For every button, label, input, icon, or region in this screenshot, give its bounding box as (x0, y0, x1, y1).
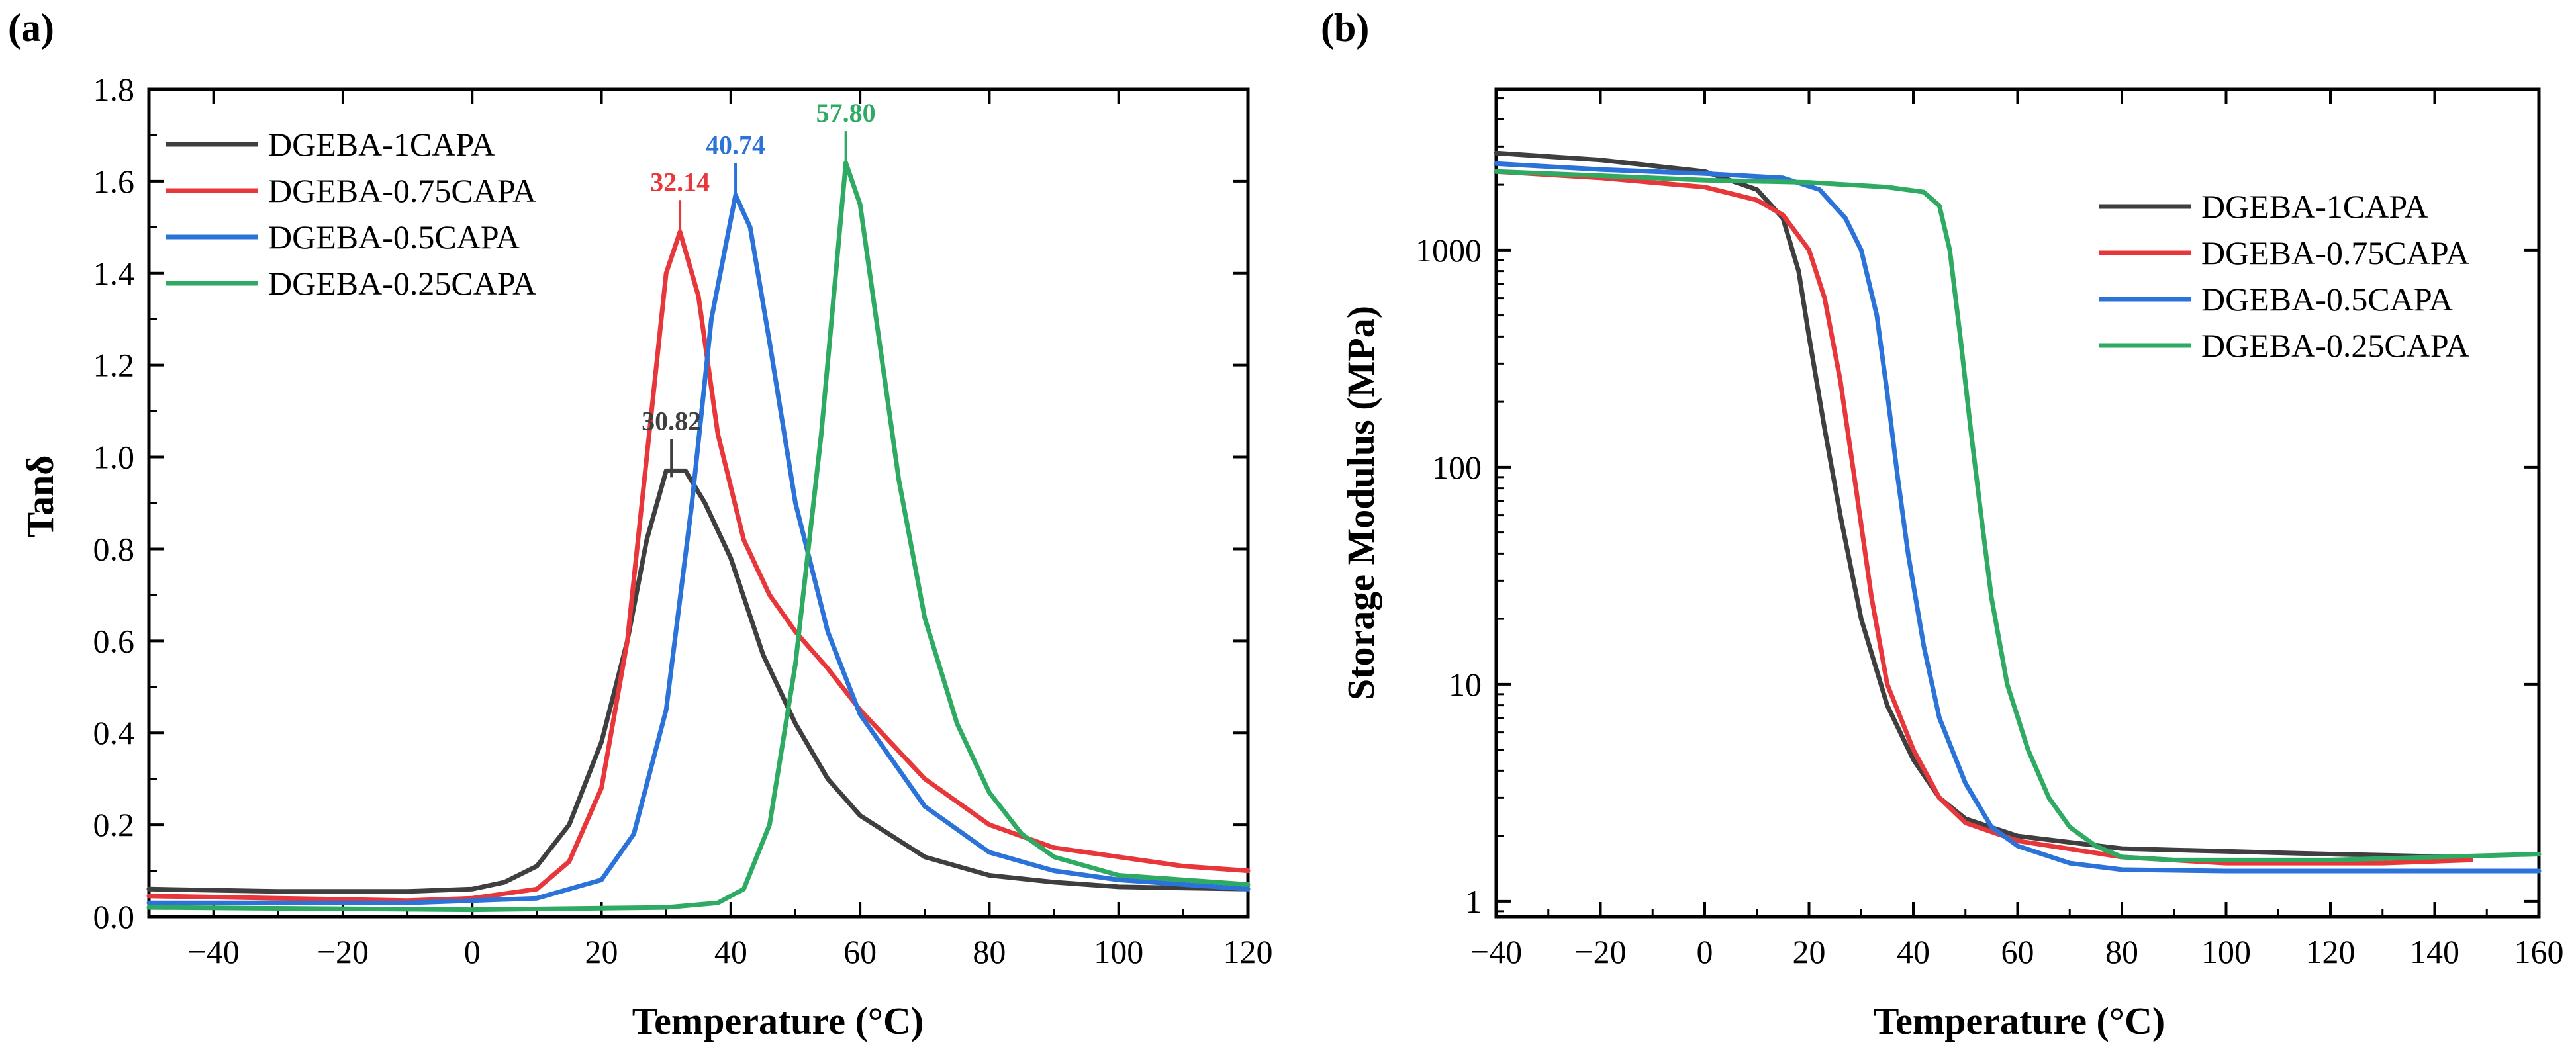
y-tick-label: 0.8 (93, 530, 135, 567)
x-tick-label: 20 (1793, 933, 1826, 970)
legend-label: DGEBA-0.75CAPA (2201, 234, 2469, 271)
y-tick-label: 1.6 (93, 163, 135, 200)
series-line-dgeba-1capa (146, 468, 1251, 894)
peak-label: 32.14 (650, 167, 710, 197)
x-tick-label: 80 (973, 933, 1006, 970)
series-line-dgeba-0.75capa (146, 229, 1251, 903)
panel-b-label: (b) (1321, 6, 1369, 50)
x-tick-label: 100 (1094, 933, 1143, 970)
x-tick-label: 160 (2514, 933, 2564, 970)
panel-a-plot-frame (147, 87, 1250, 919)
x-tick-label: 120 (1223, 933, 1273, 970)
peak-label: 40.74 (706, 130, 765, 160)
y-tick-label: 1.4 (93, 255, 135, 292)
y-tick-label: 0.6 (93, 622, 135, 659)
legend-label: DGEBA-1CAPA (268, 126, 495, 163)
x-tick-label: −40 (188, 933, 240, 970)
y-tick-label: 10 (1449, 666, 1482, 703)
x-tick-label: 60 (843, 933, 877, 970)
x-tick-label: 140 (2410, 933, 2459, 970)
series-line-dgeba-1capa (1494, 150, 2463, 860)
panel-a-y-axis-title: Tanδ (19, 455, 62, 538)
panel-a-peak-markers: 30.82 32.14 40.74 57.80 (642, 98, 876, 478)
panel-a-tan-delta-chart: (a) Temperature (°C) Tanδ −40 −20 0 20 40 60 8… (8, 6, 1273, 1042)
legend-label: DGEBA-0.25CAPA (2201, 327, 2469, 364)
panel-a-label: (a) (8, 6, 54, 50)
legend-label: DGEBA-0.5CAPA (268, 218, 520, 255)
legend-label: DGEBA-0.75CAPA (268, 172, 536, 209)
x-tick-label: 60 (2001, 933, 2034, 970)
y-tick-label: 0.2 (93, 806, 135, 843)
panel-a-x-axis-title: Temperature (°C) (632, 999, 924, 1042)
peak-label: 30.82 (642, 406, 701, 436)
panel-a-axes: −40 −20 0 20 40 60 80 100 120 0.0 0.2 0.4 0.6 0.8 1.0 1… (93, 71, 1273, 970)
y-tick-label: 0.4 (93, 714, 135, 751)
panel-b-x-axis-title: Temperature (°C) (1874, 999, 2165, 1042)
panel-b-legend: DGEBA-1CAPA DGEBA-0.75CAPA DGEBA-0.5CAPA DG… (2099, 188, 2469, 364)
panel-b-axes: −40 −20 0 20 40 60 80 100 120 140 160 1 10 100 1000 (1415, 89, 2564, 970)
panel-b-y-axis-title: Storage Modulus (MPa) (1339, 306, 1382, 700)
y-tick-label: 1000 (1415, 232, 1482, 269)
legend-label: DGEBA-0.5CAPA (2201, 281, 2453, 318)
x-tick-label: 80 (2105, 933, 2138, 970)
panel-a-legend: DGEBA-1CAPA DGEBA-0.75CAPA DGEBA-0.5CAPA DG… (166, 126, 536, 302)
x-tick-label: −20 (317, 933, 369, 970)
x-tick-label: 0 (464, 933, 481, 970)
x-tick-label: 120 (2306, 933, 2356, 970)
x-tick-label: −40 (1470, 933, 1522, 970)
y-tick-label: 1.0 (93, 439, 135, 476)
x-tick-label: 20 (585, 933, 618, 970)
y-tick-label: 1.8 (93, 71, 135, 108)
x-tick-label: 0 (1697, 933, 1713, 970)
series-line-dgeba-0.25capa (1494, 169, 2542, 862)
y-tick-label: 1.2 (93, 347, 135, 384)
peak-label: 57.80 (816, 98, 876, 128)
legend-label: DGEBA-0.25CAPA (268, 265, 536, 302)
panel-b-series (1494, 150, 2542, 874)
panel-b-storage-modulus-chart: (b) Temperature (°C) Storage Modulus (MP… (1321, 6, 2564, 1042)
x-tick-label: 40 (714, 933, 747, 970)
x-tick-label: 40 (1897, 933, 1930, 970)
series-line-dgeba-0.25capa (146, 160, 1251, 913)
x-tick-label: −20 (1574, 933, 1626, 970)
y-tick-label: 0.0 (93, 898, 135, 935)
y-tick-label: 100 (1432, 449, 1482, 486)
y-tick-label: 1 (1465, 883, 1482, 920)
legend-label: DGEBA-1CAPA (2201, 188, 2428, 225)
x-tick-label: 100 (2201, 933, 2251, 970)
